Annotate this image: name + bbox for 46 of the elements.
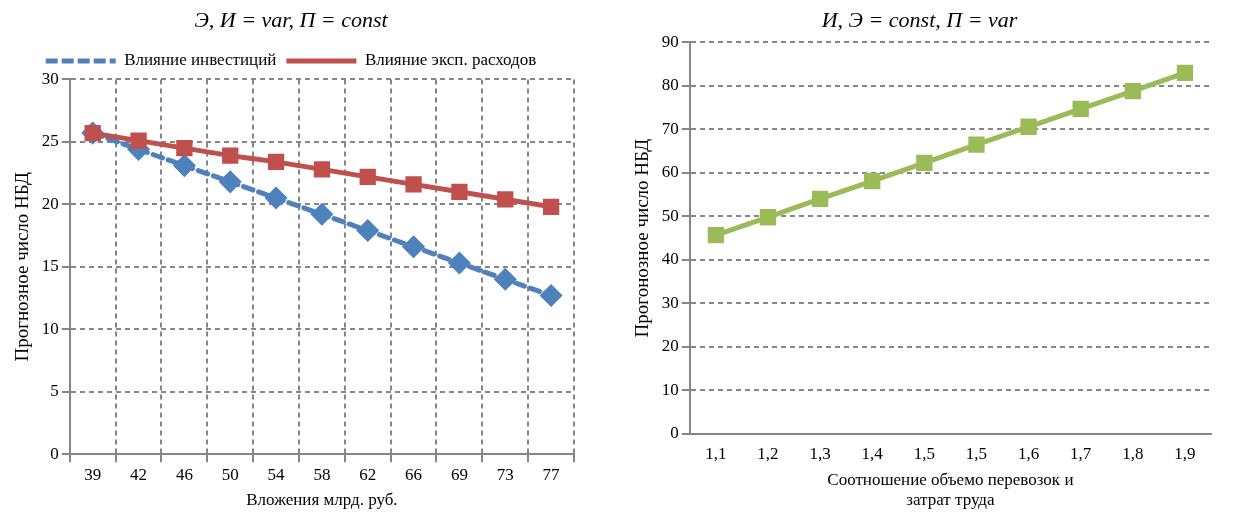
y-tick-label: 10: [41, 318, 59, 338]
y-tick-label: 30: [41, 68, 59, 88]
y-axis-title: Прогонозное число НБД: [631, 138, 653, 338]
y-tick-label: 0: [670, 423, 679, 443]
y-tick-label: 10: [661, 379, 679, 399]
x-tick-label: 73: [496, 464, 514, 484]
x-tick-label: 77: [542, 464, 561, 484]
x-axis-title: Соотношение объемо перевозок и затрат труда: [827, 469, 1074, 510]
x-axis-title: Вложения млрд. руб.: [246, 490, 398, 510]
y-tick-label: 5: [50, 381, 59, 401]
y-tick-label: 50: [661, 205, 679, 225]
x-tick-label: 62: [359, 464, 377, 484]
y-tick-label: 70: [661, 118, 679, 138]
x-tick-label: 66: [405, 464, 423, 484]
legend-label: Влияние эксп. расходов: [364, 50, 537, 70]
x-tick-label: 1,9: [1174, 444, 1196, 464]
x-tick-label: 1,7: [1070, 444, 1092, 464]
x-tick-label: 1,3: [809, 444, 831, 464]
y-tick-label: 0: [50, 443, 59, 463]
x-tick-label: 58: [313, 464, 331, 484]
x-tick-label: 1,1: [705, 444, 727, 464]
y-tick-label: 20: [661, 336, 679, 356]
x-tick-label: 46: [175, 464, 193, 484]
x-tick-label: 42: [130, 464, 148, 484]
legend-label: Влияние инвестиций: [124, 50, 277, 70]
x-tick-label: 1,2: [757, 444, 779, 464]
x-tick-label: 1,4: [861, 444, 884, 464]
y-tick-label: 30: [661, 292, 679, 312]
y-tick-label: 80: [661, 75, 679, 95]
y-tick-label: 20: [41, 193, 59, 213]
y-axis-title: Прогнозное число НБД: [11, 172, 33, 362]
y-tick-label: 60: [661, 162, 679, 182]
y-tick-label: 40: [661, 249, 679, 269]
x-tick-label: 50: [221, 464, 239, 484]
x-tick-label: 1,8: [1122, 444, 1144, 464]
x-tick-label: 1,6: [1017, 444, 1040, 464]
x-tick-label: 69: [450, 464, 468, 484]
x-tick-label: 39: [84, 464, 102, 484]
y-tick-label: 15: [41, 256, 59, 276]
chart-title: Э, И = var, П = const: [194, 6, 389, 32]
x-tick-label: 54: [267, 464, 286, 484]
x-tick-label: 1,5: [965, 444, 988, 464]
y-tick-label: 25: [41, 131, 59, 151]
chart-title: И, Э = const, П = var: [820, 6, 1018, 32]
y-tick-label: 90: [661, 31, 679, 51]
x-tick-label: 1,5: [913, 444, 935, 464]
